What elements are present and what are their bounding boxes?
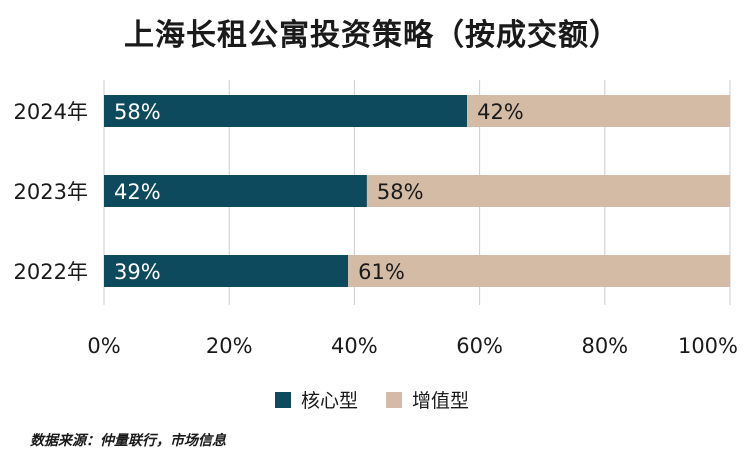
category-label: 2022年 [14, 260, 88, 284]
x-tick-label: 20% [206, 334, 253, 358]
bar-segment [104, 175, 367, 207]
bars [104, 95, 730, 287]
source-note: 数据来源：仲量联行，市场信息 [30, 433, 226, 449]
x-tick-label: 60% [456, 334, 503, 358]
bar-segment [104, 255, 349, 287]
legend-item-value-add: 增值型 [386, 386, 469, 413]
legend-label-value-add: 增值型 [412, 390, 470, 412]
data-label: 39% [114, 260, 161, 284]
data-label: 42% [477, 100, 524, 124]
x-tick-label: 100% [678, 334, 738, 358]
stacked-bar-chart: 58% 42% 42% 58% 39% 61% 2024年 2023年 2022年 0% 20%… [14, 80, 738, 358]
x-tick-labels: 0% 20% 40% 60% 80% 100% [87, 334, 738, 358]
chart-title: 上海长租公寓投资策略（按成交额） [124, 18, 620, 53]
data-label: 58% [114, 100, 161, 124]
legend: 核心型 增值型 [0, 386, 744, 413]
category-label: 2023年 [14, 180, 88, 204]
x-tick-label: 0% [87, 334, 120, 358]
legend-swatch-core [274, 391, 291, 408]
x-tick-label: 80% [581, 334, 628, 358]
bar-segment [104, 95, 468, 127]
data-label: 58% [377, 180, 424, 204]
legend-item-core: 核心型 [274, 386, 358, 413]
bar-segment [348, 255, 730, 287]
data-labels: 58% 42% 42% 58% 39% 61% [114, 100, 524, 284]
category-label: 2024年 [14, 100, 88, 124]
data-label: 61% [358, 260, 405, 284]
legend-label-core: 核心型 [300, 390, 358, 412]
data-label: 42% [114, 180, 161, 204]
bar-segment [467, 95, 730, 127]
category-labels: 2024年 2023年 2022年 [14, 100, 88, 284]
x-tick-label: 40% [331, 334, 378, 358]
legend-swatch-value-add [386, 391, 402, 408]
bar-segment [366, 175, 730, 207]
